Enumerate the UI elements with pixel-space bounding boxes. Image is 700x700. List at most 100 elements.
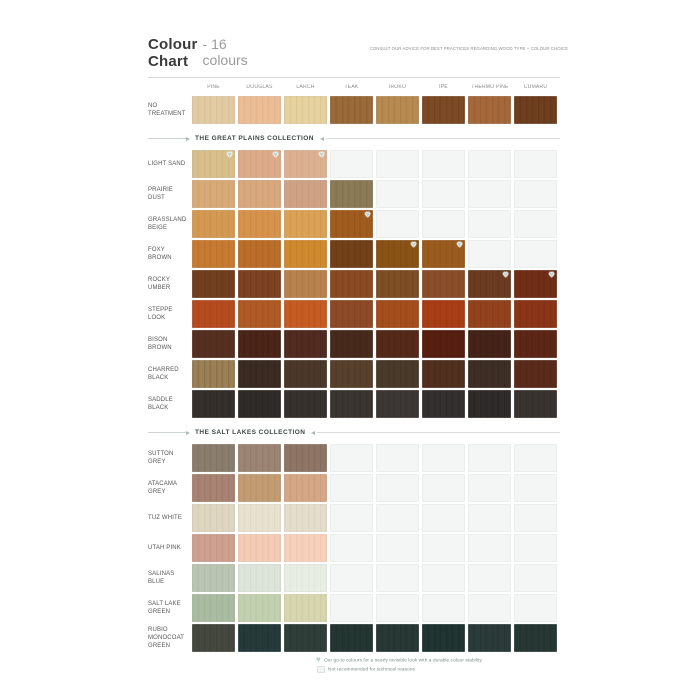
wood-swatch — [238, 240, 281, 268]
wood-swatch — [330, 96, 373, 124]
colour-row-label: ATACAMA GREY — [148, 480, 177, 495]
legend-item: Not recommended for technical reasons — [316, 666, 560, 673]
wood-swatch — [330, 300, 373, 328]
wood-swatch — [238, 360, 281, 388]
empty-swatch — [376, 150, 419, 178]
empty-swatch — [514, 180, 557, 208]
empty-swatch — [330, 150, 373, 178]
empty-swatch — [514, 564, 557, 592]
wood-swatch — [284, 390, 327, 418]
wood-swatch — [514, 624, 557, 652]
empty-swatch — [514, 594, 557, 622]
empty-swatch — [468, 504, 511, 532]
wood-swatch — [376, 96, 419, 124]
empty-swatch — [468, 474, 511, 502]
wood-swatch — [330, 180, 373, 208]
colour-row: BISON BROWN — [148, 330, 560, 358]
goto-heart-icon: ♥ — [457, 240, 462, 249]
wood-swatch — [284, 330, 327, 358]
colour-row-label: PRAIRIE DUST — [148, 186, 174, 201]
empty-swatch — [468, 534, 511, 562]
empty-swatch — [376, 210, 419, 238]
wood-swatch — [376, 390, 419, 418]
wood-swatch — [238, 564, 281, 592]
empty-swatch — [422, 210, 465, 238]
wood-swatch — [284, 534, 327, 562]
empty-swatch — [422, 150, 465, 178]
colour-row-label: SADDLE BLACK — [148, 396, 173, 411]
wood-swatch — [330, 624, 373, 652]
empty-swatch — [468, 210, 511, 238]
goto-heart-icon: ♥ — [316, 655, 321, 664]
colour-row: CHARRED BLACK — [148, 360, 560, 388]
empty-swatch — [514, 240, 557, 268]
wood-swatch — [192, 210, 235, 238]
wood-swatch — [468, 624, 511, 652]
wood-type-header: CUMARU — [523, 84, 548, 90]
legend-text: Not recommended for technical reasons — [328, 667, 415, 672]
wood-swatch — [238, 300, 281, 328]
wood-type-header: IROKO — [388, 84, 407, 90]
wood-swatch — [192, 300, 235, 328]
colour-row-label: ROCKY UMBER — [148, 276, 171, 291]
disclaimer-text: CONSULT OUR ADVICE FOR BEST PRACTICES RE… — [369, 46, 568, 51]
title-row: Colour Chart - 16 colours CONSULT OUR AD… — [148, 36, 568, 70]
wood-swatch — [238, 594, 281, 622]
goto-heart-icon: ♥ — [365, 210, 370, 219]
empty-swatch — [468, 180, 511, 208]
wood-swatch — [238, 444, 281, 472]
empty-swatch — [468, 444, 511, 472]
legend-text: Our go-to colours for a nearly invisible… — [323, 657, 482, 663]
title-divider — [148, 77, 560, 78]
collection-header: THE GREAT PLAINS COLLECTION — [148, 133, 560, 144]
wood-swatch — [376, 360, 419, 388]
wood-type-header: THERMO PINE — [471, 84, 509, 90]
empty-swatch — [330, 564, 373, 592]
goto-heart-icon: ♥ — [273, 150, 278, 159]
wood-swatch — [330, 330, 373, 358]
wood-swatch — [468, 330, 511, 358]
wood-swatch — [284, 270, 327, 298]
wood-swatch — [284, 444, 327, 472]
goto-heart-icon: ♥ — [319, 150, 324, 159]
wood-swatch — [284, 210, 327, 238]
colour-row: TUZ WHITE — [148, 504, 560, 532]
wood-swatch — [192, 624, 235, 652]
wood-type-header: DOUGLAS — [246, 84, 273, 90]
empty-swatch-icon — [317, 666, 325, 673]
wood-swatch — [330, 390, 373, 418]
empty-swatch — [330, 534, 373, 562]
wood-swatch — [284, 564, 327, 592]
wood-swatch — [192, 444, 235, 472]
wood-swatch: ♥ — [514, 270, 557, 298]
empty-swatch — [330, 444, 373, 472]
colour-row-label: SUTTON GREY — [148, 450, 174, 465]
empty-swatch — [468, 564, 511, 592]
empty-swatch — [514, 150, 557, 178]
wood-swatch — [422, 360, 465, 388]
colour-row-label: STEPPE LOOK — [148, 306, 173, 321]
page-subtitle: - 16 colours — [202, 36, 248, 68]
goto-heart-icon: ♥ — [411, 240, 416, 249]
wood-swatch — [330, 360, 373, 388]
colour-row: GRASSLAND BEIGE ♥ — [148, 210, 560, 238]
wood-swatch: ♥ — [422, 240, 465, 268]
empty-swatch — [376, 534, 419, 562]
wood-swatch: ♥ — [468, 270, 511, 298]
wood-type-header: IPÉ — [439, 84, 448, 90]
collection-header: THE SALT LAKES COLLECTION — [148, 427, 560, 438]
wood-type-header-row: PINE DOUGLAS LARCH TEAK IROKO IPÉ THERMO PINE C… — [148, 83, 560, 94]
colour-row: UTAH PINK — [148, 534, 560, 562]
empty-swatch — [422, 180, 465, 208]
colour-row-label: UTAH PINK — [148, 544, 181, 551]
wood-swatch — [238, 474, 281, 502]
colour-row-label: RUBIO MONOCOAT GREEN — [148, 626, 184, 650]
page-title: Colour Chart — [148, 36, 198, 70]
wood-swatch — [192, 360, 235, 388]
colour-row: STEPPE LOOK — [148, 300, 560, 328]
colour-row-label: LIGHT SAND — [148, 160, 186, 167]
arrow-right-icon — [186, 136, 192, 141]
wood-swatch — [514, 96, 557, 124]
wood-swatch — [422, 390, 465, 418]
collection-line — [317, 432, 560, 433]
